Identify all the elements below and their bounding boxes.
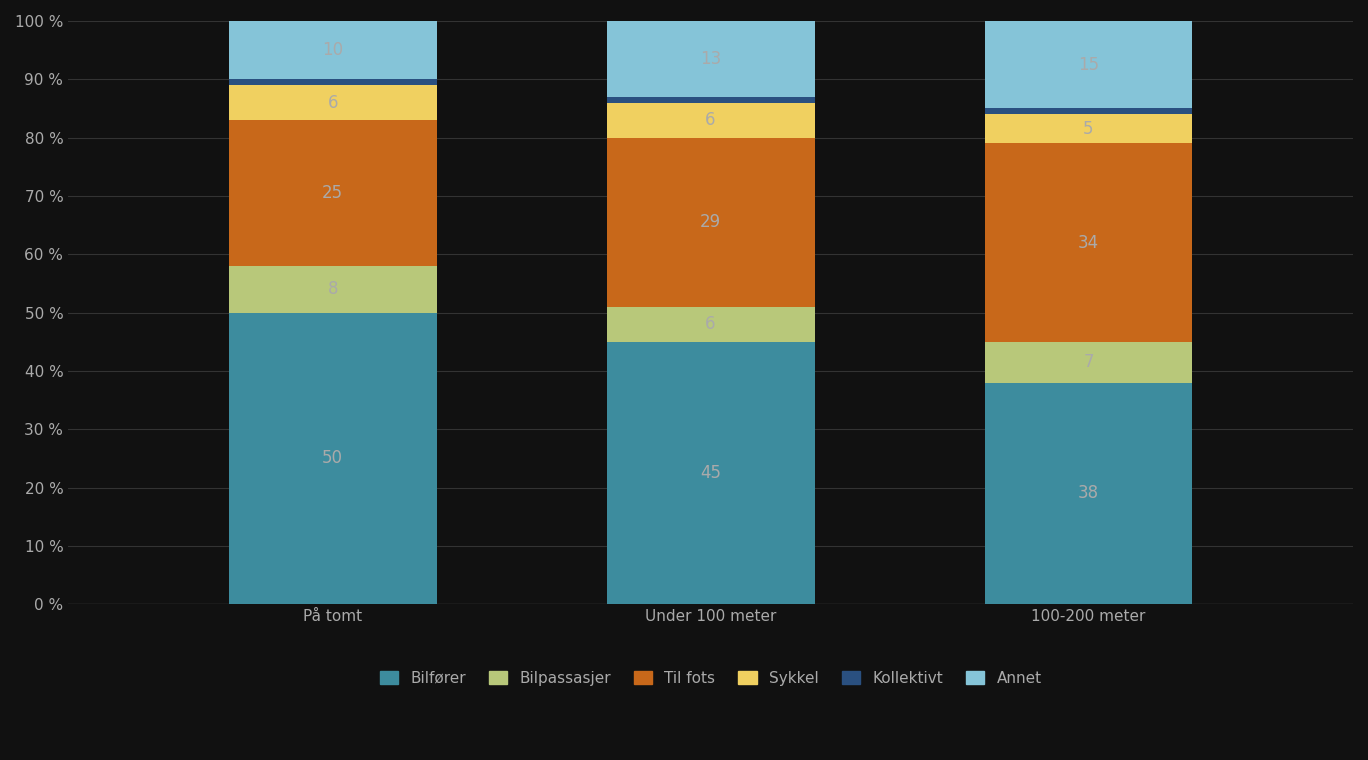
Text: 34: 34 xyxy=(1078,233,1099,252)
Bar xyxy=(606,138,814,307)
Text: 45: 45 xyxy=(700,464,721,482)
Text: 6: 6 xyxy=(706,111,715,129)
Text: 50: 50 xyxy=(323,449,343,467)
Bar xyxy=(985,342,1193,382)
Bar xyxy=(228,21,436,79)
Bar xyxy=(606,97,814,103)
Text: 13: 13 xyxy=(700,50,721,68)
Text: 25: 25 xyxy=(323,184,343,202)
Bar xyxy=(606,103,814,138)
Bar xyxy=(985,109,1193,114)
Bar xyxy=(985,114,1193,144)
Text: 15: 15 xyxy=(1078,55,1099,74)
Bar xyxy=(985,144,1193,342)
Text: 6: 6 xyxy=(706,315,715,334)
Bar xyxy=(606,307,814,342)
Text: 8: 8 xyxy=(327,280,338,299)
Bar xyxy=(985,21,1193,109)
Bar xyxy=(606,21,814,97)
Text: 38: 38 xyxy=(1078,484,1099,502)
Text: 7: 7 xyxy=(1083,353,1094,371)
Bar xyxy=(228,312,436,604)
Bar xyxy=(228,79,436,85)
Bar xyxy=(606,342,814,604)
Bar xyxy=(228,120,436,266)
Text: 6: 6 xyxy=(327,93,338,112)
Bar xyxy=(985,382,1193,604)
Text: 29: 29 xyxy=(700,214,721,231)
Text: 10: 10 xyxy=(323,41,343,59)
Bar xyxy=(228,85,436,120)
Legend: Bilfører, Bilpassasjer, Til fots, Sykkel, Kollektivt, Annet: Bilfører, Bilpassasjer, Til fots, Sykkel… xyxy=(373,664,1048,692)
Text: 5: 5 xyxy=(1083,120,1094,138)
Bar xyxy=(228,266,436,312)
